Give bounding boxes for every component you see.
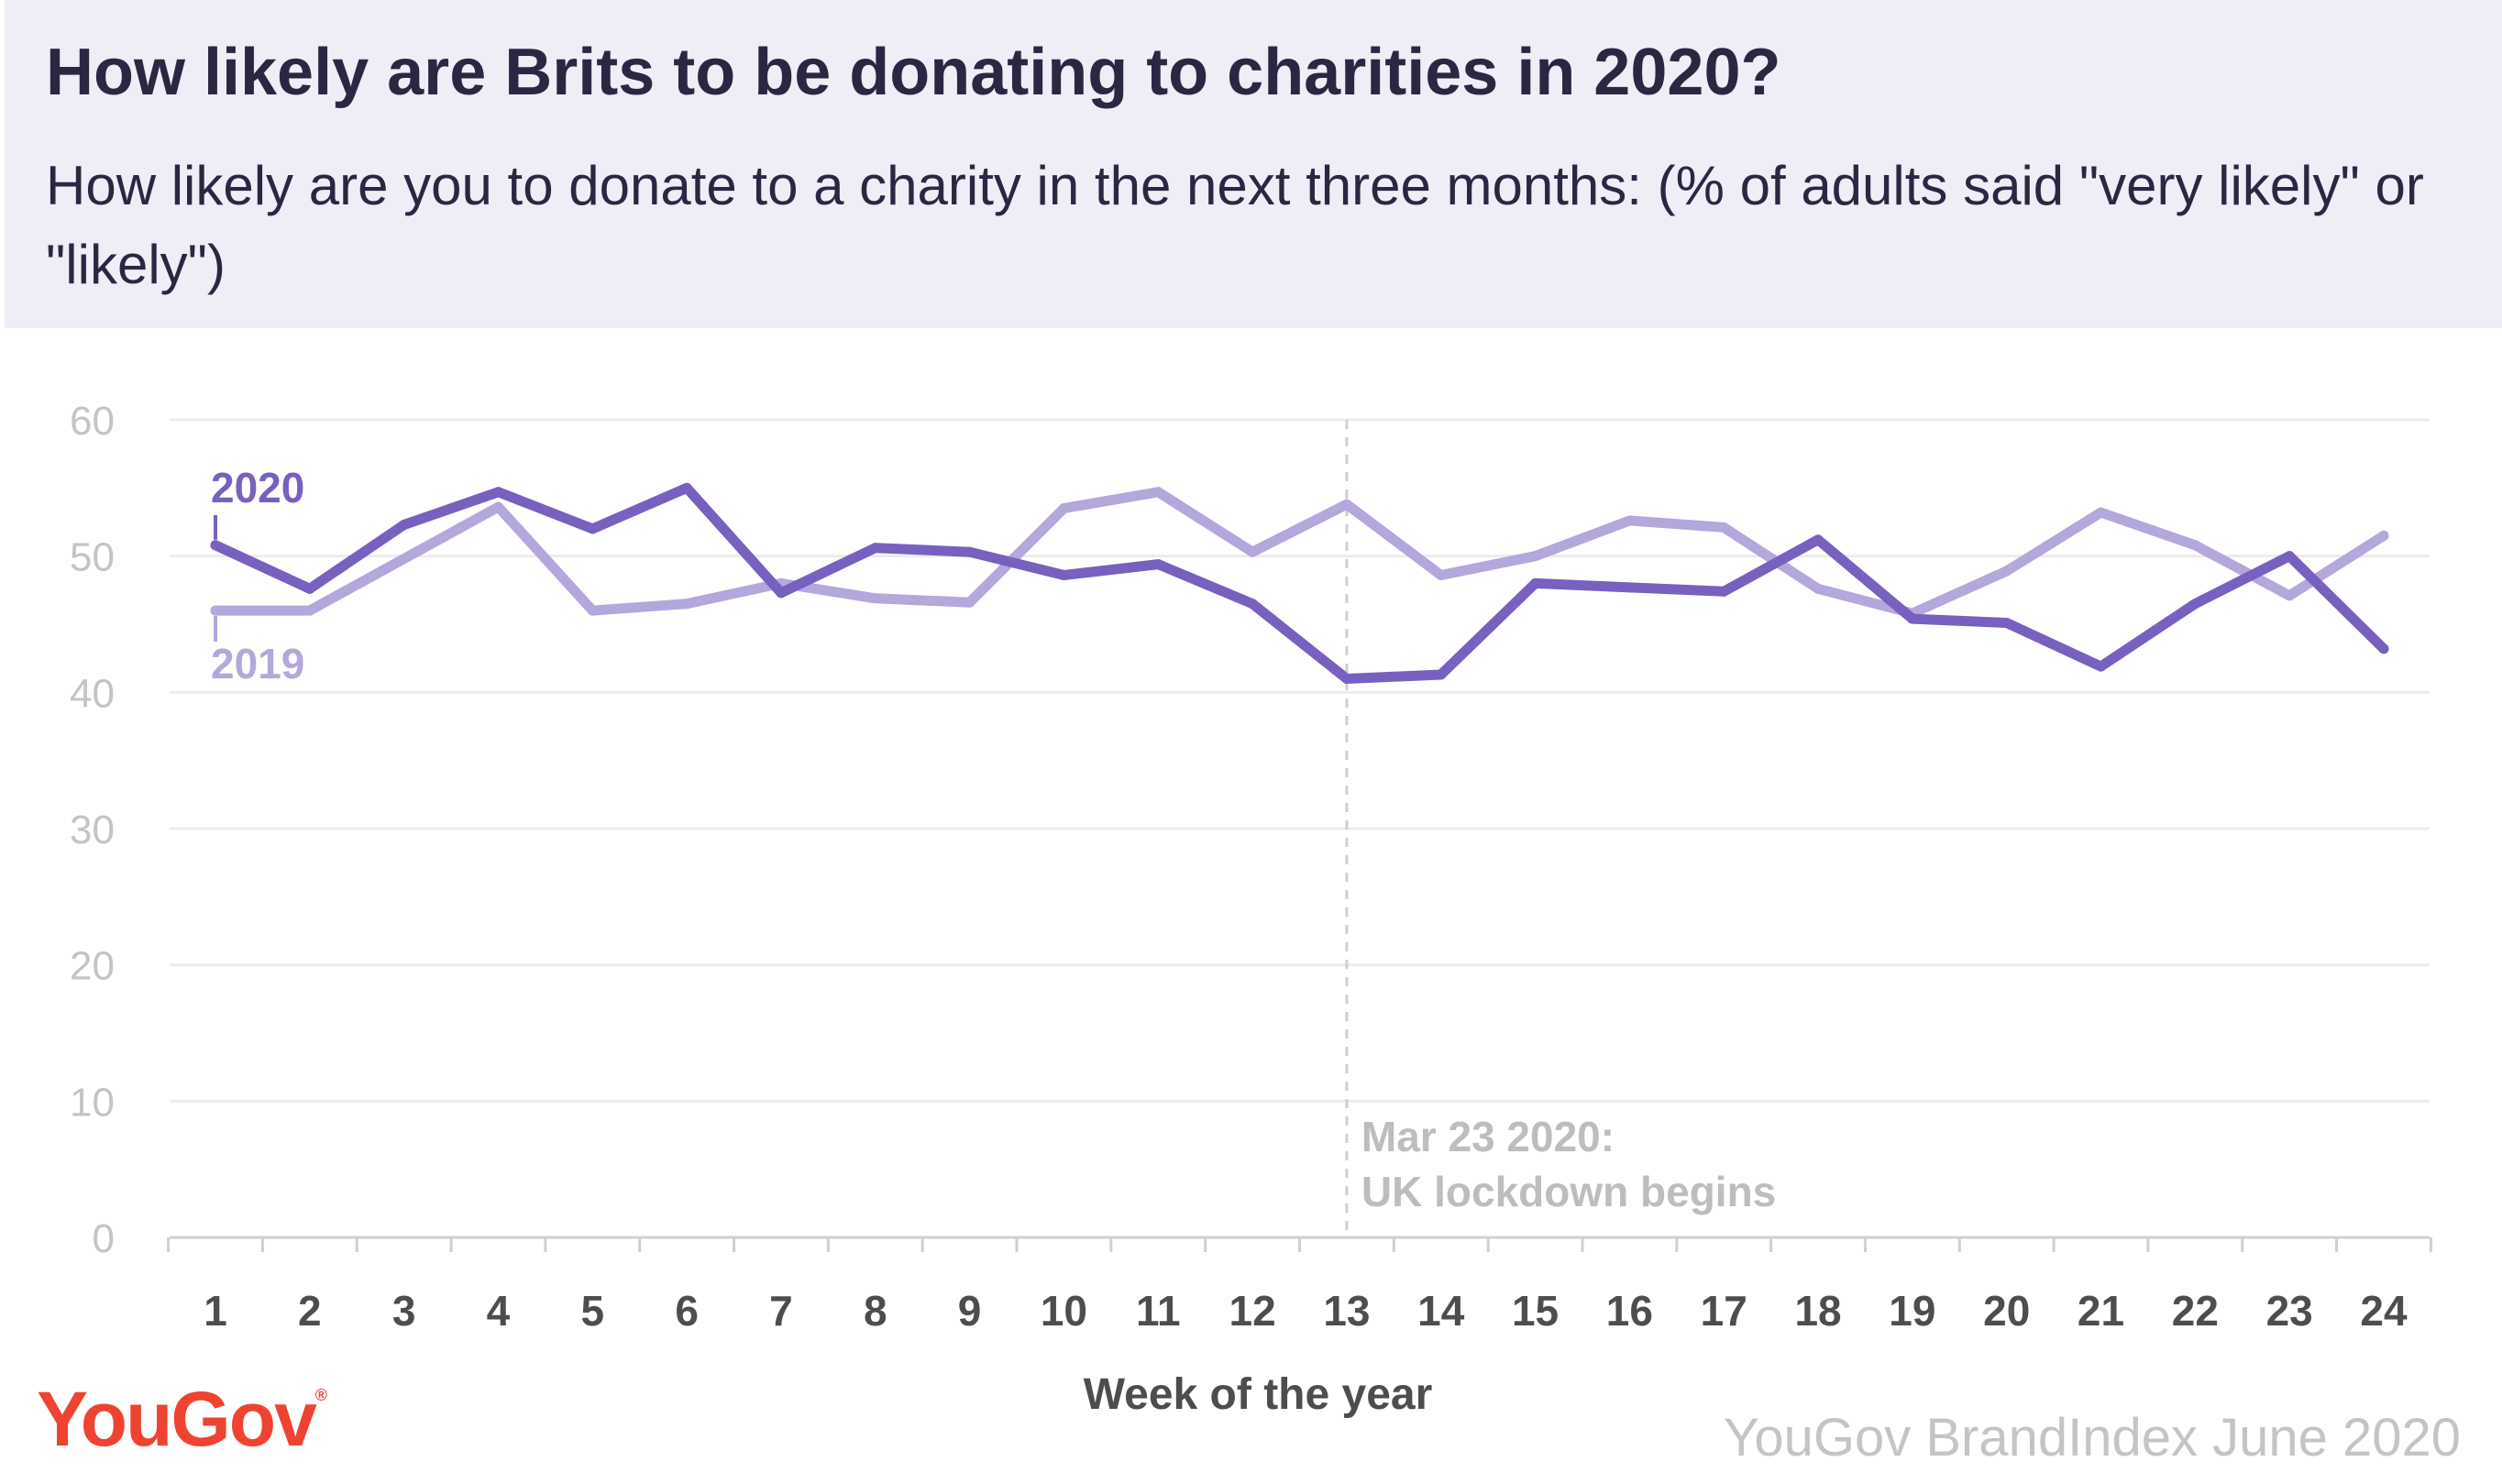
data-point-2019-week-4 bbox=[492, 501, 503, 512]
x-tick-label-13: 13 bbox=[1323, 1287, 1370, 1335]
data-point-2020-week-23 bbox=[2284, 551, 2295, 562]
data-point-2019-week-21 bbox=[2096, 507, 2107, 518]
x-tick-label-19: 19 bbox=[1889, 1287, 1935, 1335]
data-point-2019-week-22 bbox=[2189, 540, 2200, 551]
y-tick-label-20: 20 bbox=[70, 944, 115, 989]
x-tick-label-6: 6 bbox=[675, 1287, 699, 1335]
x-tick-label-17: 17 bbox=[1701, 1287, 1747, 1335]
data-point-2020-week-24 bbox=[2378, 643, 2389, 654]
x-tick-label-24: 24 bbox=[2360, 1287, 2408, 1335]
data-point-2020-week-4 bbox=[492, 487, 503, 498]
data-point-2019-week-1 bbox=[210, 605, 221, 616]
data-point-2020-week-17 bbox=[1718, 586, 1729, 597]
x-tick-label-18: 18 bbox=[1794, 1287, 1841, 1335]
data-point-2019-week-12 bbox=[1247, 546, 1258, 557]
data-point-2020-week-22 bbox=[2189, 599, 2200, 610]
x-axis-title: Week of the year bbox=[1084, 1370, 1433, 1419]
data-point-2019-week-16 bbox=[1624, 515, 1635, 526]
data-point-2020-week-21 bbox=[2096, 661, 2107, 672]
data-point-2020-week-16 bbox=[1624, 582, 1635, 593]
data-point-2020-week-8 bbox=[870, 543, 881, 554]
data-point-2020-week-18 bbox=[1813, 534, 1824, 545]
data-point-2020-week-9 bbox=[964, 546, 975, 557]
x-tick-label-12: 12 bbox=[1229, 1287, 1276, 1335]
data-point-2019-week-9 bbox=[964, 597, 975, 608]
y-tick-label-0: 0 bbox=[93, 1216, 115, 1261]
data-point-2019-week-5 bbox=[587, 605, 598, 616]
data-point-2019-week-3 bbox=[399, 554, 410, 565]
chart-title: How likely are Brits to be donating to c… bbox=[46, 36, 1781, 109]
x-tick-label-22: 22 bbox=[2172, 1287, 2219, 1335]
x-tick-label-2: 2 bbox=[298, 1287, 322, 1335]
x-tick-label-20: 20 bbox=[1983, 1287, 2030, 1335]
series-label-2019: 2019 bbox=[211, 640, 304, 687]
data-point-2019-week-24 bbox=[2378, 530, 2389, 541]
series-line-2020 bbox=[210, 482, 2389, 684]
data-point-2019-week-10 bbox=[1058, 503, 1069, 514]
chart-header: How likely are Brits to be donating to c… bbox=[5, 0, 2502, 328]
series-label-2020: 2020 bbox=[211, 464, 304, 511]
source-note: YouGov BrandIndex June 2020 bbox=[1723, 1408, 2461, 1468]
x-tick-label-10: 10 bbox=[1041, 1287, 1087, 1335]
data-point-2019-week-6 bbox=[681, 599, 692, 610]
y-tick-label-40: 40 bbox=[70, 671, 115, 716]
x-tick-label-16: 16 bbox=[1606, 1287, 1653, 1335]
data-point-2019-week-14 bbox=[1436, 569, 1447, 580]
data-point-2020-week-14 bbox=[1436, 669, 1447, 680]
x-tick-label-21: 21 bbox=[2078, 1287, 2124, 1335]
series-line-2019 bbox=[210, 487, 2389, 619]
data-point-2020-week-12 bbox=[1247, 599, 1258, 610]
data-point-2019-week-2 bbox=[304, 605, 315, 616]
data-point-2020-week-19 bbox=[1907, 613, 1918, 624]
data-point-2019-week-17 bbox=[1718, 522, 1729, 533]
x-tick-label-8: 8 bbox=[864, 1287, 887, 1335]
x-tick-label-4: 4 bbox=[487, 1287, 511, 1335]
data-point-2019-week-15 bbox=[1530, 551, 1541, 562]
x-tick-label-15: 15 bbox=[1512, 1287, 1559, 1335]
x-tick-label-14: 14 bbox=[1417, 1287, 1465, 1335]
data-point-2020-week-5 bbox=[587, 523, 598, 534]
x-tick-label-5: 5 bbox=[581, 1287, 605, 1335]
y-tick-label-60: 60 bbox=[70, 399, 115, 444]
x-tick-label-1: 1 bbox=[204, 1287, 227, 1335]
data-point-2020-week-20 bbox=[2001, 618, 2012, 629]
x-tick-label-7: 7 bbox=[769, 1287, 793, 1335]
data-point-2019-week-20 bbox=[2001, 566, 2012, 577]
data-point-2020-week-6 bbox=[681, 482, 692, 493]
data-point-2019-week-18 bbox=[1813, 583, 1824, 594]
y-tick-label-30: 30 bbox=[70, 808, 115, 852]
data-point-2020-week-11 bbox=[1152, 559, 1163, 570]
x-tick-label-23: 23 bbox=[2266, 1287, 2313, 1335]
data-point-2019-week-8 bbox=[870, 593, 881, 604]
chart-subtitle: How likely are you to donate to a charit… bbox=[46, 155, 2424, 295]
lockdown-annotation-line-1: Mar 23 2020: bbox=[1361, 1113, 1615, 1160]
y-tick-label-50: 50 bbox=[70, 535, 115, 580]
data-point-2020-week-13 bbox=[1341, 673, 1352, 684]
data-point-2019-week-13 bbox=[1341, 499, 1352, 510]
y-tick-label-10: 10 bbox=[70, 1080, 115, 1125]
data-point-2020-week-3 bbox=[399, 519, 410, 530]
x-tick-label-11: 11 bbox=[1136, 1287, 1181, 1335]
data-point-2020-week-2 bbox=[304, 583, 315, 594]
lockdown-annotation-line-2: UK lockdown begins bbox=[1361, 1168, 1776, 1215]
data-point-2020-week-1 bbox=[210, 540, 221, 551]
x-tick-label-3: 3 bbox=[392, 1287, 416, 1335]
data-point-2019-week-23 bbox=[2284, 590, 2295, 601]
data-point-2020-week-7 bbox=[776, 588, 787, 599]
data-point-2020-week-10 bbox=[1058, 569, 1069, 580]
yougov-logo: YouGov® bbox=[37, 1376, 327, 1462]
data-point-2019-week-11 bbox=[1152, 487, 1163, 498]
x-tick-label-9: 9 bbox=[958, 1287, 982, 1335]
data-point-2020-week-15 bbox=[1530, 577, 1541, 588]
